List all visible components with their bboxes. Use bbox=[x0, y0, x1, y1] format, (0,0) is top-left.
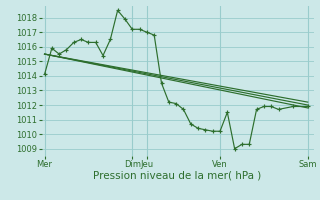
X-axis label: Pression niveau de la mer( hPa ): Pression niveau de la mer( hPa ) bbox=[93, 171, 262, 181]
